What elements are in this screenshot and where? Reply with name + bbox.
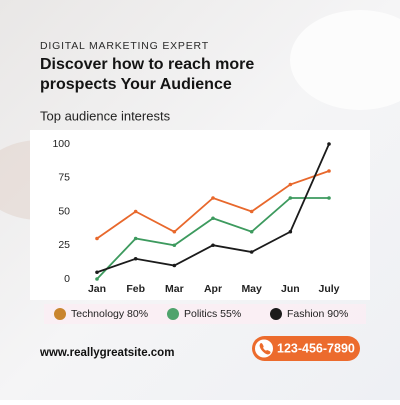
y-tick-label: 75 [58, 172, 70, 184]
phone-icon-bg [255, 339, 273, 358]
point [249, 250, 254, 254]
title: prospects Your Audience [40, 76, 232, 93]
x-tick-label: May [241, 283, 262, 295]
point [95, 277, 99, 281]
phone: 123-456-7890 [277, 341, 355, 355]
legend-marker [54, 308, 66, 320]
y-tick-label: 50 [58, 205, 70, 217]
point [249, 209, 254, 214]
x-tick-label: Mar [165, 283, 184, 295]
chart-panel [30, 130, 370, 300]
point [288, 182, 293, 187]
legend-label: Fashion 90% [287, 308, 348, 320]
point [327, 196, 331, 200]
point [95, 270, 99, 275]
point [327, 169, 331, 173]
phone-icon [259, 343, 271, 355]
kicker: DIGITAL MARKETING EXPERT [40, 40, 209, 52]
point [133, 236, 138, 241]
x-tick-label: Apr [204, 283, 222, 295]
phone-pill[interactable] [252, 336, 360, 361]
point [211, 243, 215, 248]
point [95, 236, 99, 241]
legend-marker [270, 308, 282, 320]
legend: Technology 80% Politics 55% Fashion 90% [54, 308, 348, 320]
title: Discover how to reach more [40, 56, 254, 73]
y-tick-label: 100 [52, 138, 70, 150]
point [172, 229, 177, 234]
point [249, 229, 254, 234]
point [211, 196, 215, 200]
blur-shape [290, 10, 400, 110]
point [133, 209, 138, 214]
point [133, 256, 138, 261]
plot: 0 25 50 75 100 Jan Feb Mar Apr May Jun July [52, 138, 339, 295]
point [288, 196, 293, 200]
legend-band [44, 304, 366, 324]
point [288, 229, 293, 234]
legend-marker [167, 308, 179, 320]
legend-label: Technology 80% [71, 308, 148, 320]
legend-label: Politics 55% [184, 308, 241, 320]
point [211, 216, 215, 221]
point [172, 263, 177, 268]
x-tick-label: July [318, 283, 339, 295]
y-tick-label: 0 [64, 273, 70, 285]
point [172, 243, 177, 248]
x-tick-label: Jan [88, 283, 106, 295]
point [327, 142, 331, 146]
y-tick-label: 25 [58, 239, 70, 251]
subtitle: Top audience interests [40, 108, 171, 123]
website: www.reallygreatsite.com [39, 347, 174, 359]
x-tick-label: Jun [281, 283, 300, 295]
x-tick-label: Feb [126, 283, 145, 295]
